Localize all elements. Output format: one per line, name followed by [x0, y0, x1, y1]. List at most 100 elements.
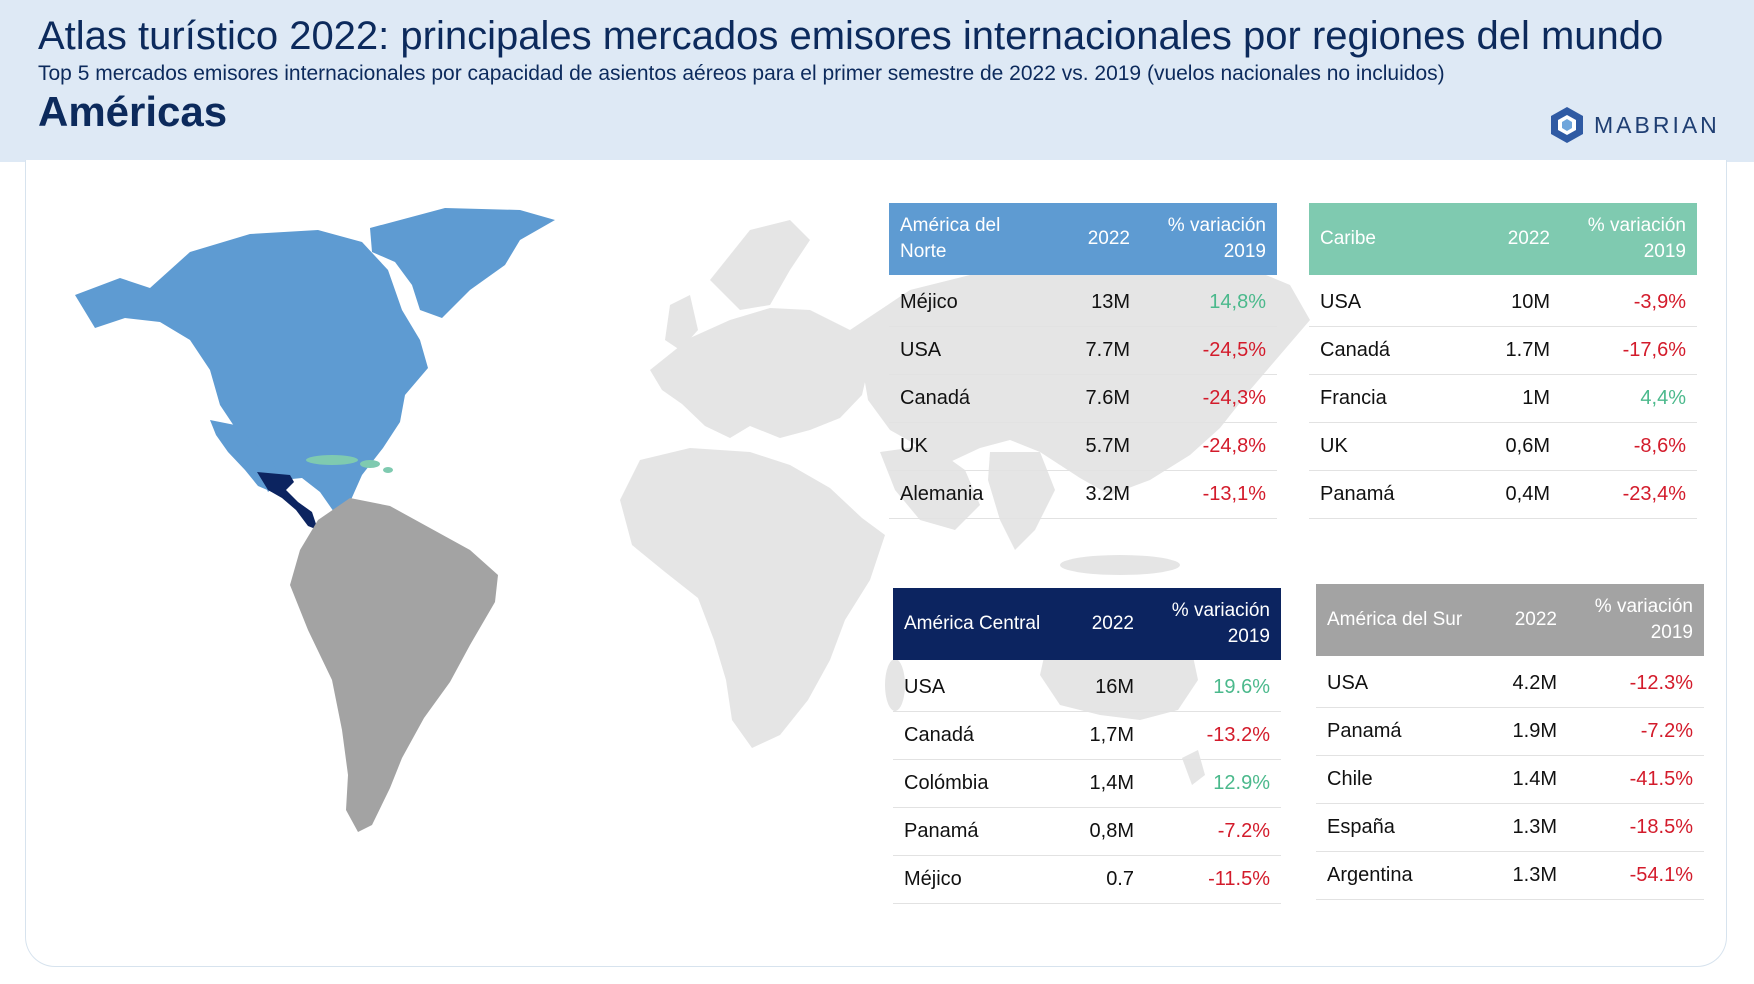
country-cell: Panamá [904, 820, 979, 842]
table-rows: USA 4.2M -12.3% Panamá 1.9M -7.2% Chile 1.4M -… [1316, 656, 1704, 900]
value-cell: 13M [1091, 291, 1130, 313]
map-caribbean-hispaniola [360, 460, 380, 468]
country-cell: Canadá [904, 724, 975, 746]
country-cell: Chile [1327, 768, 1373, 790]
change-cell: -7.2% [1217, 820, 1270, 842]
country-cell: España [1327, 816, 1395, 838]
table-row: Francia 1M 4,4% [1309, 375, 1697, 423]
country-cell: Méjico [900, 291, 958, 313]
map-new-zealand [1182, 750, 1205, 785]
change-cell: -24,8% [1202, 435, 1266, 457]
table-row: USA 7.7M -24,5% [889, 327, 1277, 375]
value-cell: 5.7M [1085, 435, 1130, 457]
map-uk [665, 295, 698, 350]
change-cell: -7.2% [1640, 720, 1693, 742]
change-cell: 14,8% [1209, 291, 1266, 313]
table-header: América del Norte 2022 % variación 2019 [889, 203, 1277, 275]
value-cell: 16M [1095, 676, 1134, 698]
table-row: Canadá 7.6M -24,3% [889, 375, 1277, 423]
table-rows: Méjico 13M 14,8% USA 7.7M -24,5% Canadá 7.6M -… [889, 275, 1277, 519]
change-cell: -11.5% [1208, 868, 1270, 890]
value-cell: 1.7M [1505, 339, 1550, 361]
table-row: Panamá 0,4M -23,4% [1309, 471, 1697, 519]
country-cell: USA [904, 676, 946, 698]
country-cell: Méjico [904, 868, 962, 890]
value-cell: 7.6M [1085, 387, 1130, 409]
header-region: América Central [904, 613, 1041, 634]
table-header: América del Sur 2022 % variación 2019 [1316, 584, 1704, 656]
change-cell: -41.5% [1629, 768, 1693, 790]
header-year: 2022 [1507, 228, 1550, 249]
table-row: UK 0,6M -8,6% [1309, 423, 1697, 471]
value-cell: 0.7 [1106, 868, 1134, 890]
country-cell: USA [1320, 291, 1362, 313]
header-region: América del Norte [900, 215, 1001, 262]
header-region: América del Sur [1327, 609, 1463, 630]
table-row: Canadá 1.7M -17,6% [1309, 327, 1697, 375]
page-title: Atlas turístico 2022: principales mercad… [38, 14, 1664, 58]
table-row: Argentina 1.3M -54.1% [1316, 852, 1704, 900]
map-middle-east [880, 445, 980, 530]
country-cell: Alemania [900, 483, 984, 505]
table-row: Canadá 1,7M -13.2% [893, 712, 1281, 760]
table-row: UK 5.7M -24,8% [889, 423, 1277, 471]
change-cell: -3,9% [1633, 291, 1686, 313]
value-cell: 1M [1522, 387, 1550, 409]
value-cell: 0,4M [1505, 483, 1550, 505]
map-africa [620, 448, 885, 748]
value-cell: 0,6M [1505, 435, 1550, 457]
map-india [988, 452, 1055, 550]
map-indonesia [1060, 555, 1180, 575]
header-year: 2022 [1087, 228, 1130, 249]
country-cell: Panamá [1320, 483, 1395, 505]
value-cell: 1,4M [1089, 772, 1134, 794]
country-cell: Colómbia [904, 772, 989, 794]
header-change: % variación 2019 [1587, 215, 1686, 262]
change-cell: -17,6% [1622, 339, 1686, 361]
change-cell: -13,1% [1202, 483, 1266, 505]
table-row: Colómbia 1,4M 12.9% [893, 760, 1281, 808]
country-cell: USA [900, 339, 942, 361]
table-row: USA 10M -3,9% [1309, 279, 1697, 327]
hexagon-logo-icon [1551, 107, 1583, 143]
country-cell: Canadá [900, 387, 971, 409]
header-year: 2022 [1091, 613, 1134, 634]
table-central-america: América Central 2022 % variación 2019 US… [893, 588, 1281, 904]
table-row: Méjico 13M 14,8% [889, 279, 1277, 327]
change-cell: -8,6% [1633, 435, 1686, 457]
country-cell: Panamá [1327, 720, 1402, 742]
world-map [75, 208, 1310, 832]
header-change: % variación 2019 [1171, 600, 1270, 647]
change-cell: -18.5% [1629, 816, 1693, 838]
map-caribbean-islands [383, 467, 393, 473]
change-cell: 19.6% [1213, 676, 1270, 698]
table-north-america: América del Norte 2022 % variación 2019 … [889, 203, 1277, 519]
value-cell: 3.2M [1085, 483, 1130, 505]
map-caribbean-cuba [306, 455, 358, 465]
change-cell: -12.3% [1629, 672, 1693, 694]
country-cell: Argentina [1327, 864, 1413, 886]
brand-logo: MABRIAN [1550, 106, 1720, 144]
header-region: Caribe [1320, 228, 1376, 249]
change-cell: -24,3% [1202, 387, 1266, 409]
table-row: Chile 1.4M -41.5% [1316, 756, 1704, 804]
table-rows: USA 16M 19.6% Canadá 1,7M -13.2% Colómbia 1,4… [893, 660, 1281, 904]
table-rows: USA 10M -3,9% Canadá 1.7M -17,6% Francia 1M 4,… [1309, 275, 1697, 519]
logo-wordmark: MABRIAN [1594, 111, 1720, 138]
change-cell: -13.2% [1206, 724, 1270, 746]
map-madagascar [885, 659, 905, 711]
change-cell: -23,4% [1622, 483, 1686, 505]
map-asia [850, 250, 1310, 495]
header-change: % variación 2019 [1167, 215, 1266, 262]
value-cell: 4.2M [1512, 672, 1557, 694]
table-south-america: América del Sur 2022 % variación 2019 US… [1316, 584, 1704, 900]
map-south-america [290, 498, 498, 832]
map-scandinavia [710, 220, 810, 310]
country-cell: UK [900, 435, 928, 457]
table-row: Panamá 1.9M -7.2% [1316, 708, 1704, 756]
map-greenland [370, 208, 555, 318]
table-header: Caribe 2022 % variación 2019 [1309, 203, 1697, 275]
table-row: Méjico 0.7 -11.5% [893, 856, 1281, 904]
map-central-america [257, 472, 318, 530]
value-cell: 0,8M [1089, 820, 1134, 842]
